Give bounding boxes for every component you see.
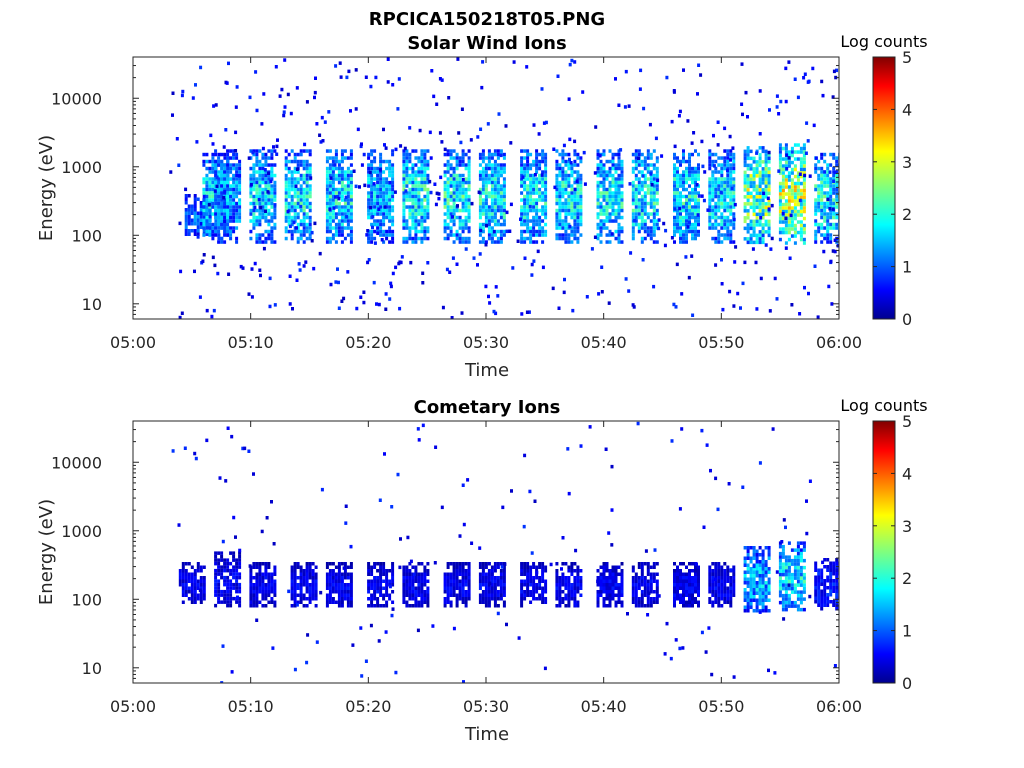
spectrogram-block xyxy=(478,149,506,244)
x-tick-label: 05:30 xyxy=(463,697,509,716)
cometary-xlabel: Time xyxy=(464,724,509,745)
x-tick-label: 06:00 xyxy=(816,333,862,352)
colorbar-tick-label: 4 xyxy=(902,464,912,483)
y-tick-label: 10 xyxy=(82,659,102,678)
colorbar-tick-label: 3 xyxy=(902,153,912,172)
spectrogram-block xyxy=(631,149,659,244)
colorbar-tick-label: 2 xyxy=(902,205,912,224)
solar-wind-panel: Solar Wind Ions 05:00 05:10 05:20 05:30 05:4… xyxy=(36,32,928,381)
spectrogram-block xyxy=(743,146,771,245)
spectrogram-block xyxy=(520,149,548,244)
colorbar-tick-label: 4 xyxy=(902,100,912,119)
spectrogram-block xyxy=(520,562,548,608)
x-tick-label: 05:30 xyxy=(463,333,509,352)
x-tick-label: 05:10 xyxy=(228,697,274,716)
sparse-counts xyxy=(169,57,839,319)
y-tick-label: 10 xyxy=(82,295,102,314)
spectrogram-block xyxy=(555,562,583,608)
spectrogram-block xyxy=(708,562,736,608)
spectrogram-block xyxy=(478,562,506,608)
x-tick-label: 05:10 xyxy=(228,333,274,352)
spectrogram-block xyxy=(778,541,806,612)
solar-wind-colorbar-ticks: 0 1 2 3 4 5 xyxy=(873,48,912,329)
x-tick-label: 05:00 xyxy=(110,333,156,352)
spectrogram-block xyxy=(743,546,771,613)
y-tick-label: 1000 xyxy=(61,158,102,177)
x-tick-label: 05:40 xyxy=(581,333,627,352)
solar-wind-title: Solar Wind Ions xyxy=(407,33,566,54)
colorbar-tick-label: 2 xyxy=(902,569,912,588)
colorbar-tick-label: 0 xyxy=(902,310,912,329)
colorbar-tick-label: 5 xyxy=(902,48,912,67)
x-tick-label: 05:40 xyxy=(581,697,627,716)
spectrogram-block xyxy=(443,562,471,608)
x-tick-label: 05:00 xyxy=(110,697,156,716)
x-tick-label: 05:20 xyxy=(345,333,391,352)
x-tick-label: 05:50 xyxy=(698,333,744,352)
y-tick-label: 10000 xyxy=(51,89,102,108)
spectrogram-block xyxy=(402,562,430,608)
spectrogram-block xyxy=(284,149,312,244)
solar-wind-ticks: 05:00 05:10 05:20 05:30 05:40 05:50 06:00 10 100… xyxy=(51,56,862,352)
spectrogram-block xyxy=(778,143,806,245)
spectrogram-block xyxy=(214,149,242,244)
x-tick-label: 06:00 xyxy=(816,697,862,716)
spectrogram-block xyxy=(555,149,583,244)
solar-wind-colorbar-title: Log counts xyxy=(840,32,927,51)
x-tick-label: 05:50 xyxy=(698,697,744,716)
solar-wind-ylabel: Energy (eV) xyxy=(36,135,57,241)
solar-wind-spectrogram xyxy=(169,57,839,319)
spectrogram-block xyxy=(325,562,353,608)
spectrogram-block xyxy=(596,562,624,608)
spectrogram-block xyxy=(249,562,277,608)
spectrogram-block xyxy=(708,149,736,244)
sparse-counts xyxy=(171,421,837,683)
spectrogram-block xyxy=(443,149,471,244)
spectrogram-block xyxy=(290,562,318,608)
cometary-colorbar-ticks: 0 1 2 3 4 5 xyxy=(873,412,912,693)
colorbar-tick-label: 1 xyxy=(902,622,912,641)
colorbar-tick-label: 0 xyxy=(902,674,912,693)
spectrogram-block xyxy=(673,562,700,608)
spectrogram-block xyxy=(596,149,624,244)
x-tick-label: 05:20 xyxy=(345,697,391,716)
colorbar-tick-label: 5 xyxy=(902,412,912,431)
spectrogram-block xyxy=(249,149,277,244)
y-tick-label: 100 xyxy=(71,226,102,245)
y-tick-label: 10000 xyxy=(51,453,102,472)
spectrogram-block xyxy=(325,149,353,244)
spectrogram-block xyxy=(631,562,659,608)
cometary-ylabel: Energy (eV) xyxy=(36,499,57,605)
cometary-colorbar xyxy=(872,420,896,684)
cometary-colorbar-title: Log counts xyxy=(840,396,927,415)
cometary-spectrogram xyxy=(171,421,839,683)
solar-wind-colorbar xyxy=(872,56,896,320)
spectrogram-block xyxy=(673,149,700,244)
solar-wind-xlabel: Time xyxy=(464,360,509,381)
cometary-panel: Cometary Ions 05:00 05:10 05:20 05:30 05:40 0… xyxy=(36,396,928,745)
y-tick-label: 100 xyxy=(71,590,102,609)
spectrogram-block xyxy=(367,562,395,608)
spectrogram-block xyxy=(214,551,242,608)
figure-title: RPCICA150218T05.PNG xyxy=(369,9,605,30)
cometary-ticks: 05:00 05:10 05:20 05:30 05:40 05:50 06:00 10 100… xyxy=(51,420,862,716)
colorbar-tick-label: 3 xyxy=(902,517,912,536)
cometary-title: Cometary Ions xyxy=(414,397,561,418)
spectrogram-block xyxy=(402,149,430,244)
spectrogram-block xyxy=(178,562,206,604)
y-tick-label: 1000 xyxy=(61,522,102,541)
colorbar-tick-label: 1 xyxy=(902,258,912,277)
spectrogram-block xyxy=(367,149,395,244)
